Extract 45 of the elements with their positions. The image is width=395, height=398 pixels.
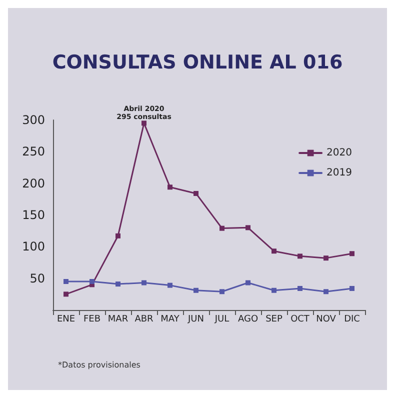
x-tick-label: JUL xyxy=(214,314,230,324)
x-tick-label: JUN xyxy=(187,314,204,324)
y-tick-label: 200 xyxy=(22,176,45,190)
x-tick-label: DIC xyxy=(344,314,360,324)
point xyxy=(350,251,354,256)
y-tick-label: 300 xyxy=(22,113,45,127)
point xyxy=(168,184,172,190)
legend-label: 2019 xyxy=(326,168,352,178)
y-tick-label: 250 xyxy=(22,144,45,159)
y-tick-label: 50 xyxy=(30,271,45,286)
point xyxy=(142,280,146,286)
y-tick-label: 150 xyxy=(22,208,45,222)
point xyxy=(142,120,146,126)
point xyxy=(194,190,198,196)
x-tick-label: ABR xyxy=(134,314,154,324)
x-tick-label: FEB xyxy=(83,314,101,324)
point xyxy=(246,280,250,286)
point xyxy=(324,256,328,261)
point xyxy=(194,288,198,293)
point xyxy=(64,292,68,297)
point xyxy=(168,282,172,288)
point xyxy=(116,282,120,287)
x-tick-label: SEP xyxy=(266,314,283,324)
y-tick-label: 100 xyxy=(22,240,45,254)
point xyxy=(324,289,328,294)
point xyxy=(220,226,224,231)
text: *Datos provisionales xyxy=(58,360,140,370)
point xyxy=(298,286,302,291)
chart-title: CONSULTAS ONLINE AL 016 xyxy=(52,52,343,74)
point xyxy=(298,254,302,259)
point xyxy=(116,233,120,238)
x-tick-label: OCT xyxy=(290,314,310,324)
point xyxy=(90,279,94,284)
point xyxy=(350,286,354,291)
x-tick-label: ENE xyxy=(56,314,76,324)
legend-label: 2020 xyxy=(326,148,352,158)
point xyxy=(246,225,250,230)
x-tick-label: AGO xyxy=(238,314,258,324)
point xyxy=(220,289,224,294)
point xyxy=(272,288,276,293)
x-tick-label: MAY xyxy=(160,314,180,324)
point xyxy=(64,279,68,284)
x-tick-label: NOV xyxy=(316,314,337,324)
point xyxy=(272,248,276,254)
x-tick-label: MAR xyxy=(108,314,128,324)
